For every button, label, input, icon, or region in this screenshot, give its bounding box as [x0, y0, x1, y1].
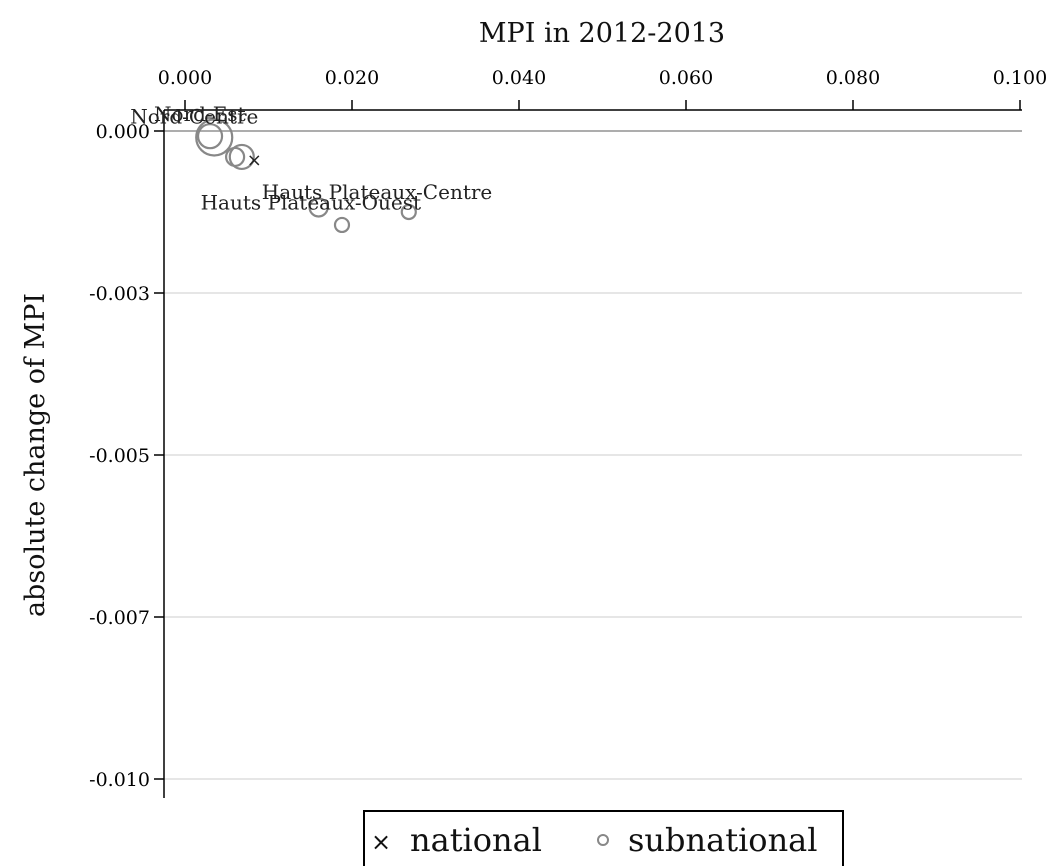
x-tick-label: 0.060 [659, 67, 713, 89]
point-label-6: Hauts Plateaux-Centre [262, 180, 493, 204]
legend-subnational-marker [597, 834, 609, 846]
grid-lines [164, 130, 1022, 780]
legend-national-label: national [410, 821, 542, 859]
y-tick-label: 0.000 [96, 121, 150, 143]
subnational-point-6 [400, 203, 417, 221]
national-point: × [247, 150, 262, 171]
subnational-point-1 [196, 123, 224, 150]
y-axis-title: absolute change of MPI [20, 293, 51, 617]
x-tick-label: 0.080 [826, 67, 880, 89]
data-points: × [195, 118, 417, 234]
y-tick-label: -0.010 [89, 769, 150, 791]
legend: × national subnational [363, 810, 844, 866]
point-label-4: Hauts Plateaux-Ouest [201, 190, 421, 214]
legend-national-marker: × [371, 828, 391, 856]
axes: 0.000 0.020 0.040 0.060 0.080 0.100 0.000 -0.00… [89, 67, 1047, 798]
x-tick-label: 0.020 [325, 67, 379, 89]
legend-box [363, 810, 844, 866]
subnational-point-0 [195, 118, 234, 157]
x-tick-label: 0.040 [492, 67, 546, 89]
y-tick-label: -0.007 [89, 607, 150, 629]
legend-subnational-label: subnational [628, 821, 817, 859]
y-tick-label: -0.005 [89, 445, 150, 467]
subnational-point-4 [308, 197, 329, 218]
y-tick-label: -0.003 [89, 283, 150, 305]
x-tick-label: 0.000 [158, 67, 212, 89]
x-tick-label: 0.100 [993, 67, 1047, 89]
point-label-1: Nord-Est [154, 102, 246, 126]
subnational-point-5 [333, 216, 351, 234]
x-axis-title: MPI in 2012-2013 [479, 18, 725, 49]
subnational-point-3 [228, 143, 255, 171]
point-label-0: Nord-Centre [130, 104, 258, 128]
